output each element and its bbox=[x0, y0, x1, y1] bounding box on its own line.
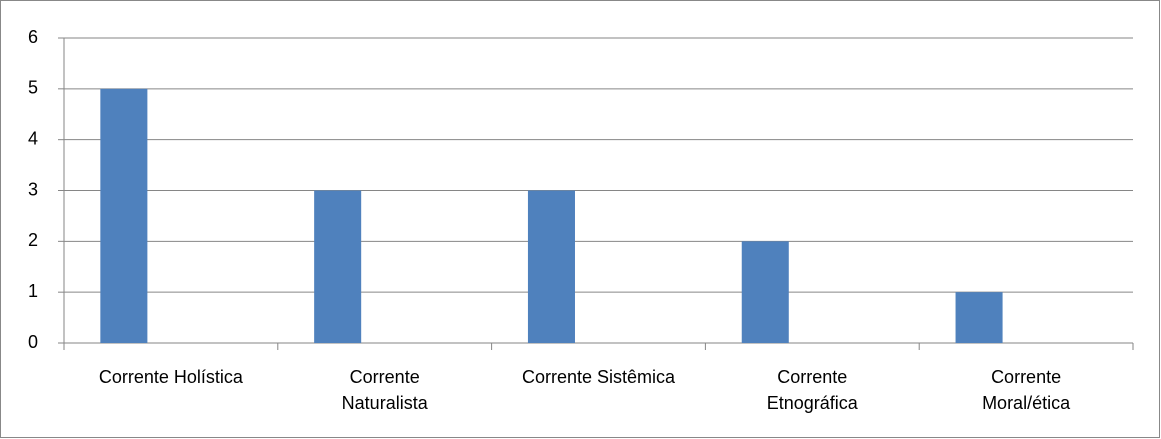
y-tick-label: 4 bbox=[28, 128, 38, 148]
y-tick-label: 2 bbox=[28, 230, 38, 250]
x-tick-label: Corrente Holística bbox=[98, 367, 243, 387]
bar bbox=[100, 88, 148, 343]
bar bbox=[527, 190, 575, 343]
y-tick-label: 5 bbox=[28, 78, 38, 98]
x-tick-label: Corrente Sistêmica bbox=[521, 367, 676, 387]
bar bbox=[741, 241, 789, 343]
bar bbox=[955, 292, 1003, 343]
y-tick-label: 6 bbox=[28, 27, 38, 47]
y-tick-label: 3 bbox=[28, 179, 38, 199]
x-tick-label: Corrente Etnográfica bbox=[766, 367, 858, 413]
y-tick-label: 0 bbox=[28, 332, 38, 352]
x-tick-label: Corrente Naturalista bbox=[341, 367, 428, 413]
x-tick-label: Corrente Moral/ética bbox=[982, 367, 1071, 413]
bar bbox=[314, 190, 362, 343]
y-tick-label: 1 bbox=[28, 281, 38, 301]
